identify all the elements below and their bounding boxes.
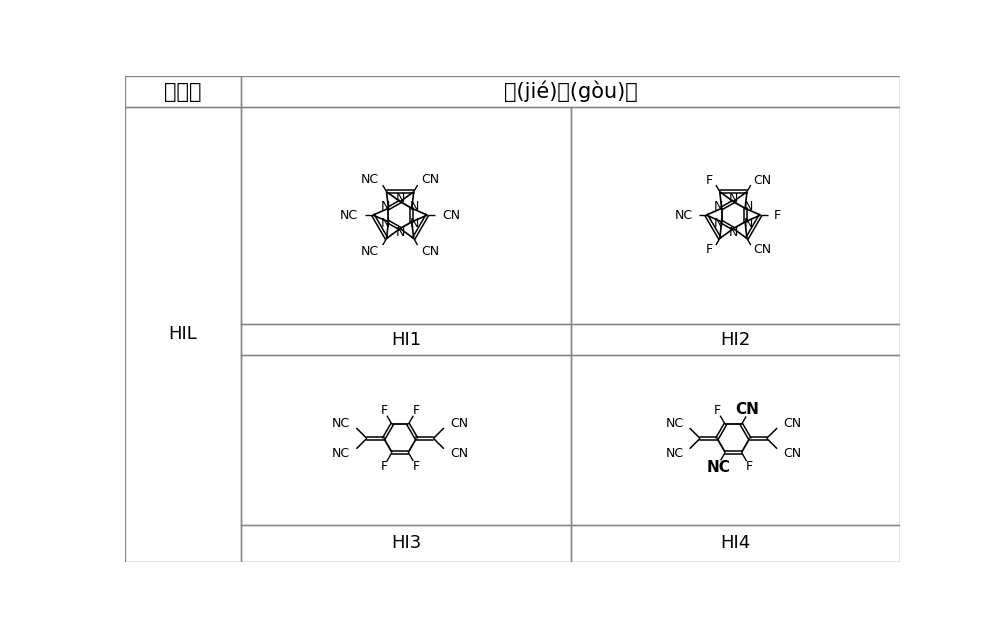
Text: 結(jié)構(gòu)式: 結(jié)構(gòu)式 [504,81,638,102]
Text: NC: NC [340,209,358,221]
Text: N: N [381,217,390,230]
Text: F: F [714,404,721,417]
Text: HI2: HI2 [720,331,750,349]
Text: F: F [706,244,713,256]
Text: CN: CN [783,447,801,460]
Text: CN: CN [442,209,460,221]
Text: N: N [410,200,420,213]
Text: F: F [706,174,713,187]
Text: F: F [746,460,753,473]
Text: CN: CN [450,417,468,430]
Text: F: F [380,404,387,417]
Text: CN: CN [754,244,772,256]
Text: NC: NC [361,245,379,257]
Text: NC: NC [332,447,350,460]
Text: CN: CN [421,245,439,257]
Text: CN: CN [735,402,759,417]
Text: 功能層: 功能層 [164,81,202,102]
Text: F: F [413,460,420,473]
Text: CN: CN [450,447,468,460]
Text: N: N [714,200,723,213]
Text: NC: NC [665,447,683,460]
Text: NC: NC [361,173,379,186]
Text: F: F [774,209,781,221]
Text: HIL: HIL [169,326,198,343]
Text: F: F [380,460,387,473]
Text: N: N [729,225,738,239]
Text: N: N [729,192,738,204]
Text: N: N [395,192,405,204]
Text: NC: NC [675,209,693,221]
Text: CN: CN [783,417,801,430]
Text: CN: CN [421,173,439,186]
Text: NC: NC [665,417,683,430]
Text: CN: CN [754,174,772,187]
Text: HI1: HI1 [391,331,421,349]
Text: N: N [743,217,753,230]
Text: NC: NC [332,417,350,430]
Text: NC: NC [707,460,731,475]
Text: HI3: HI3 [391,534,421,552]
Text: N: N [714,217,723,230]
Text: N: N [381,200,390,213]
Text: N: N [743,200,753,213]
Text: F: F [413,404,420,417]
Text: N: N [395,225,405,239]
Text: HI4: HI4 [720,534,750,552]
Text: N: N [410,217,420,230]
